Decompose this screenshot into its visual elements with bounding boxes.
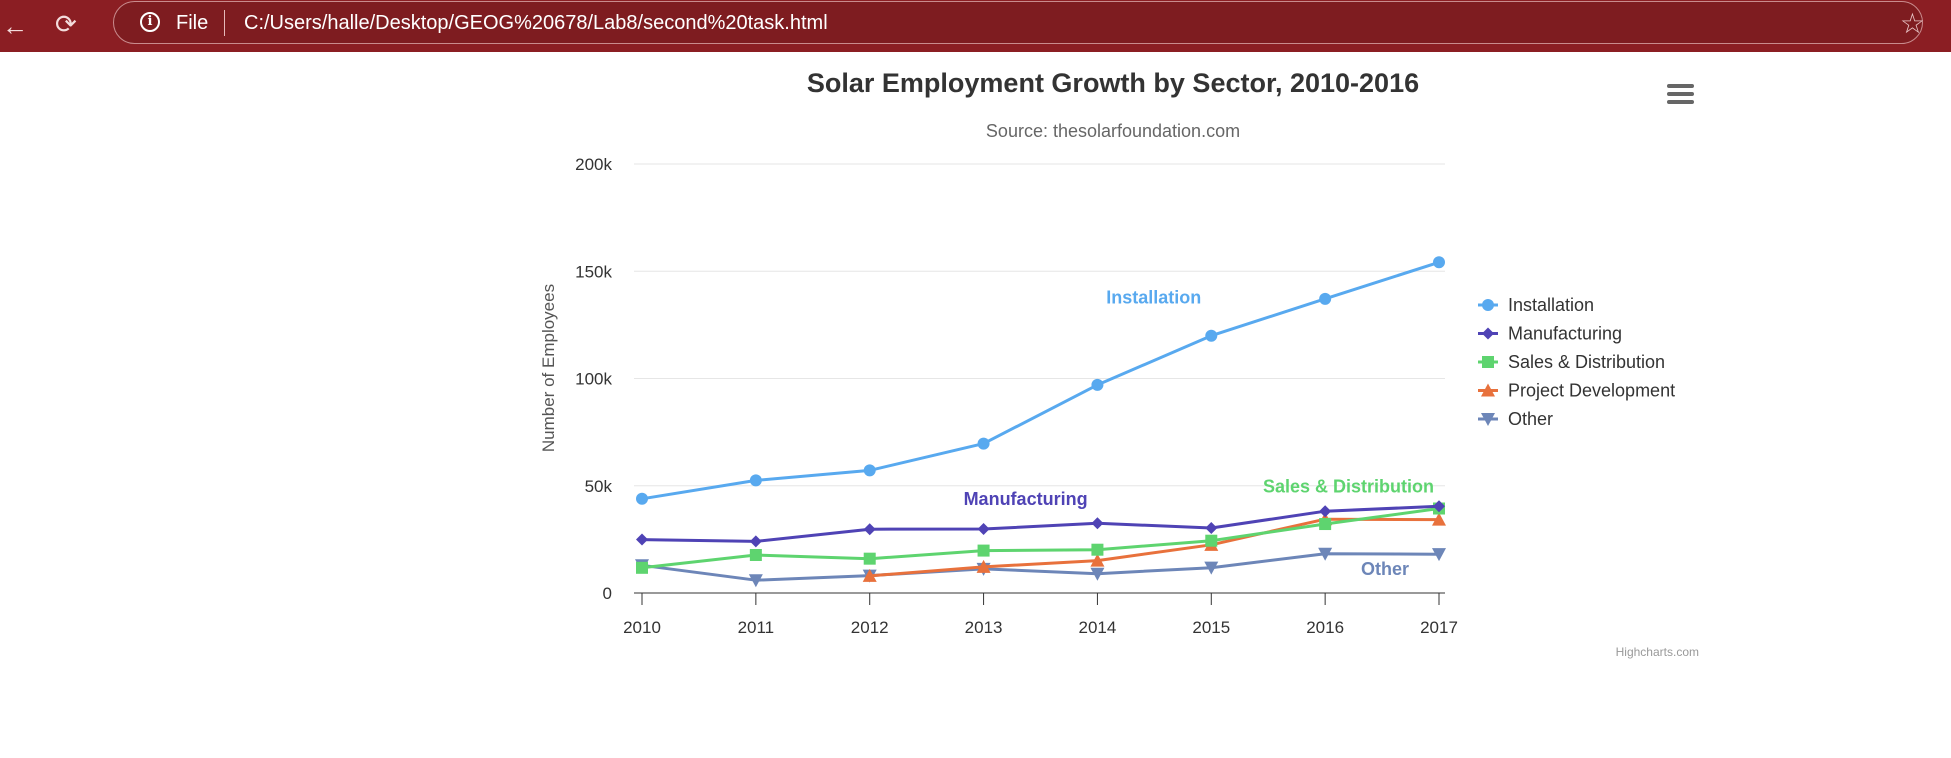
- data-point[interactable]: [977, 437, 990, 450]
- x-tick-label: 2010: [623, 618, 661, 637]
- data-point[interactable]: [1432, 548, 1446, 562]
- data-point[interactable]: [1091, 378, 1104, 391]
- data-point[interactable]: [1319, 292, 1332, 305]
- chart-title: Solar Employment Growth by Sector, 2010-…: [807, 68, 1419, 98]
- annotations: Installation Manufacturing Sales & Distrib…: [964, 288, 1434, 579]
- legend-marker[interactable]: [1481, 413, 1495, 426]
- annotation-other: Other: [1361, 559, 1409, 579]
- y-tick-label: 100k: [575, 370, 612, 389]
- series-line: [640, 552, 1441, 582]
- y-tick-label: 150k: [575, 262, 612, 281]
- legend-item-installation[interactable]: Installation: [1478, 295, 1594, 315]
- x-tick-label: 2011: [738, 618, 775, 637]
- series-sales-distribution: [636, 502, 1445, 574]
- x-tick-label: 2013: [965, 618, 1003, 637]
- series-line: [640, 507, 1441, 570]
- annotation-installation: Installation: [1106, 288, 1201, 308]
- data-point[interactable]: [1319, 505, 1332, 518]
- y-axis-title: Number of Employees: [539, 284, 558, 452]
- data-point[interactable]: [863, 523, 876, 536]
- series-group: [635, 256, 1446, 588]
- highcharts-credit[interactable]: Highcharts.com: [1616, 645, 1699, 659]
- legend-item-other[interactable]: Other: [1478, 409, 1553, 429]
- data-point[interactable]: [636, 561, 648, 574]
- data-point[interactable]: [1433, 256, 1445, 269]
- data-point[interactable]: [749, 474, 762, 487]
- chart-subtitle: Source: thesolarfoundation.com: [986, 121, 1240, 141]
- data-point[interactable]: [863, 464, 876, 477]
- legend-label: Sales & Distribution: [1508, 352, 1665, 372]
- info-icon[interactable]: i: [140, 12, 160, 32]
- y-tick-label: 200k: [575, 155, 612, 174]
- x-tick-label: 2016: [1306, 618, 1344, 637]
- legend-marker[interactable]: [1482, 299, 1494, 311]
- legend-item-project-development[interactable]: Project Development: [1478, 381, 1675, 401]
- x-tick-label: 2015: [1192, 618, 1230, 637]
- x-axis: 2010 2011 2012 2013 2014 2015 2016 2017: [623, 592, 1458, 637]
- data-point[interactable]: [977, 544, 990, 557]
- data-point[interactable]: [636, 492, 648, 505]
- hamburger-menu-icon[interactable]: [1667, 84, 1694, 104]
- series-installation: [636, 256, 1445, 505]
- data-point[interactable]: [1319, 518, 1332, 531]
- data-point[interactable]: [863, 552, 876, 565]
- data-point[interactable]: [1205, 534, 1218, 547]
- grid-lines: [634, 163, 1445, 487]
- address-bar[interactable]: i File C:/Users/halle/Desktop/GEOG%20678…: [113, 1, 1923, 44]
- data-point[interactable]: [1433, 500, 1445, 513]
- legend: Installation Manufacturing Sales & Distrib…: [1478, 295, 1675, 429]
- chart-svg: Solar Employment Growth by Sector, 2010-…: [539, 68, 1699, 659]
- legend-item-manufacturing[interactable]: Manufacturing: [1478, 324, 1622, 344]
- data-point[interactable]: [862, 568, 877, 582]
- data-point[interactable]: [636, 533, 648, 546]
- series-line: [640, 504, 1441, 543]
- x-tick-label: 2012: [851, 618, 889, 637]
- reload-icon[interactable]: ⟳: [55, 9, 77, 39]
- legend-label: Other: [1508, 409, 1553, 429]
- url-text[interactable]: C:/Users/halle/Desktop/GEOG%20678/Lab8/s…: [244, 12, 828, 34]
- data-point[interactable]: [1318, 547, 1333, 561]
- chart-container: Solar Employment Growth by Sector, 2010-…: [0, 52, 1951, 753]
- legend-marker[interactable]: [1482, 327, 1494, 340]
- data-point[interactable]: [749, 548, 762, 561]
- legend-marker[interactable]: [1482, 356, 1494, 368]
- series-line: [868, 517, 1441, 578]
- legend-label: Manufacturing: [1508, 324, 1622, 344]
- arrow-left-icon[interactable]: ←: [2, 11, 28, 41]
- data-point[interactable]: [1090, 553, 1105, 567]
- data-point[interactable]: [976, 559, 991, 573]
- data-point[interactable]: [1090, 567, 1105, 581]
- legend-marker[interactable]: [1481, 383, 1495, 397]
- data-point[interactable]: [1091, 517, 1104, 530]
- series-line: [640, 260, 1441, 501]
- star-icon[interactable]: ☆: [1899, 8, 1925, 39]
- data-point[interactable]: [1204, 561, 1219, 575]
- data-point[interactable]: [749, 535, 762, 548]
- y-tick-label: 0: [603, 584, 612, 603]
- series-manufacturing: [636, 500, 1445, 548]
- y-axis: 0 50k 100k 150k 200k: [575, 155, 612, 603]
- data-point[interactable]: [1205, 522, 1218, 535]
- data-point[interactable]: [1432, 512, 1446, 526]
- x-tick-label: 2017: [1420, 618, 1458, 637]
- browser-toolbar: ← ⟳ i File C:/Users/halle/Desktop/GEOG%2…: [0, 0, 1951, 52]
- data-point[interactable]: [977, 522, 990, 535]
- annotation-sales-distribution: Sales & Distribution: [1263, 477, 1434, 497]
- x-tick-label: 2014: [1079, 618, 1117, 637]
- address-divider: [224, 10, 225, 36]
- data-point[interactable]: [1091, 543, 1104, 556]
- legend-label: Installation: [1508, 295, 1594, 315]
- scheme-label: File: [176, 12, 209, 34]
- data-point[interactable]: [1205, 329, 1218, 342]
- legend-label: Project Development: [1508, 381, 1675, 401]
- data-point[interactable]: [748, 574, 763, 588]
- annotation-manufacturing: Manufacturing: [964, 489, 1088, 509]
- y-tick-label: 50k: [585, 477, 613, 496]
- legend-item-sales-distribution[interactable]: Sales & Distribution: [1478, 352, 1665, 372]
